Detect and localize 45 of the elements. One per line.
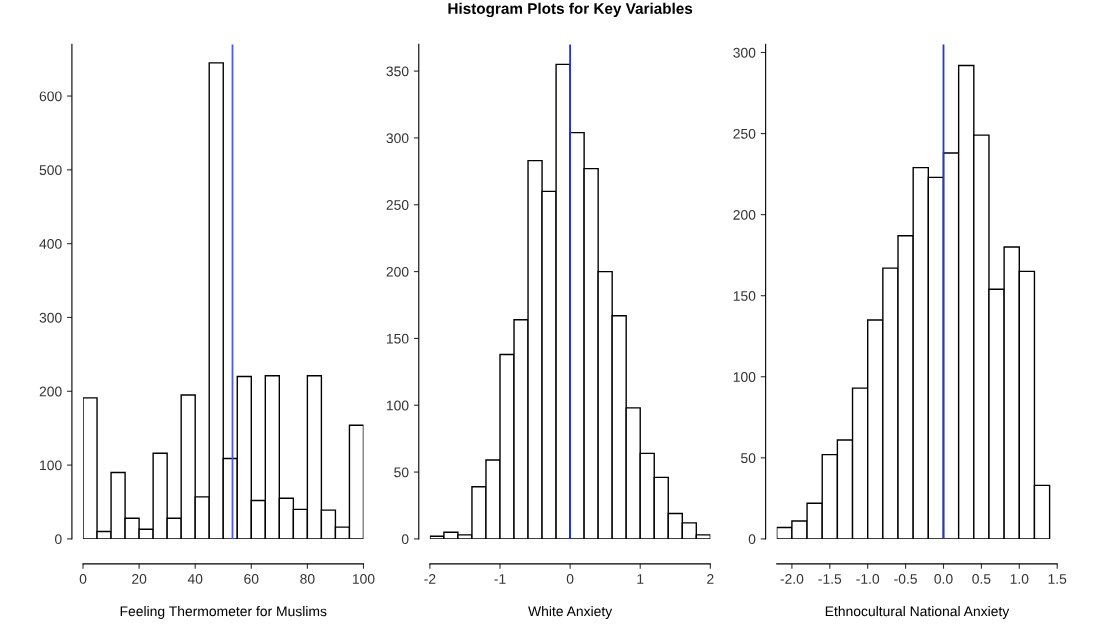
y-tick-label: 600 [39,91,62,102]
x-tick-label: 40 [187,573,203,584]
chart-title: Histogram Plots for Key Variables [448,2,693,18]
y-tick-label: 100 [40,460,62,471]
y-tick-label: 150 [386,333,409,344]
x-tick-label: 2 [707,573,714,584]
x-tick-label: -2 [424,573,436,584]
x-tick-label: -1 [494,574,506,584]
y-tick-label: 300 [386,133,409,144]
x-tick-label: 0 [566,573,574,584]
y-tick-label: 500 [39,165,62,176]
x-tick-label: 100 [352,573,375,584]
y-tick-label: 50 [741,453,756,463]
x-tick-label: 0.0 [934,573,953,584]
x-tick-label: 60 [244,573,259,584]
y-tick-label: 100 [386,400,409,411]
y-tick-label: 100 [733,372,756,382]
y-tick-label: 200 [386,266,409,277]
y-tick-label: 0 [748,534,756,545]
y-tick-label: 250 [386,200,409,210]
y-tick-label: 0 [401,534,409,545]
x-tick-label: -1.0 [856,573,880,584]
x-tick-label: -2.0 [780,573,804,584]
y-tick-label: 300 [733,47,756,58]
x-tick-label: -0.5 [894,573,917,584]
y-tick-label: 150 [733,291,756,301]
x-axis-title: White Anxiety [528,606,613,619]
x-tick-label: 0.5 [972,573,991,584]
y-tick-label: 250 [733,128,756,139]
y-tick-label: 200 [733,209,756,220]
y-tick-label: 350 [386,66,409,77]
y-tick-label: 300 [39,312,62,323]
x-axis-title: Ethnocultural National Anxiety [825,606,1010,619]
x-tick-label: 1 [637,574,644,584]
x-tick-label: -1.5 [818,574,842,584]
y-tick-label: 200 [39,386,62,397]
x-tick-label: 1.5 [1048,574,1067,584]
y-tick-label: 0 [55,534,62,545]
x-tick-label: 20 [132,573,147,584]
x-tick-label: 80 [300,573,315,584]
x-axis-title: Feeling Thermometer for Muslims [120,606,327,619]
x-tick-label: 1.0 [1010,573,1029,584]
y-tick-label: 50 [394,467,409,478]
x-tick-label: 0 [79,573,87,584]
y-tick-label: 400 [39,239,62,249]
